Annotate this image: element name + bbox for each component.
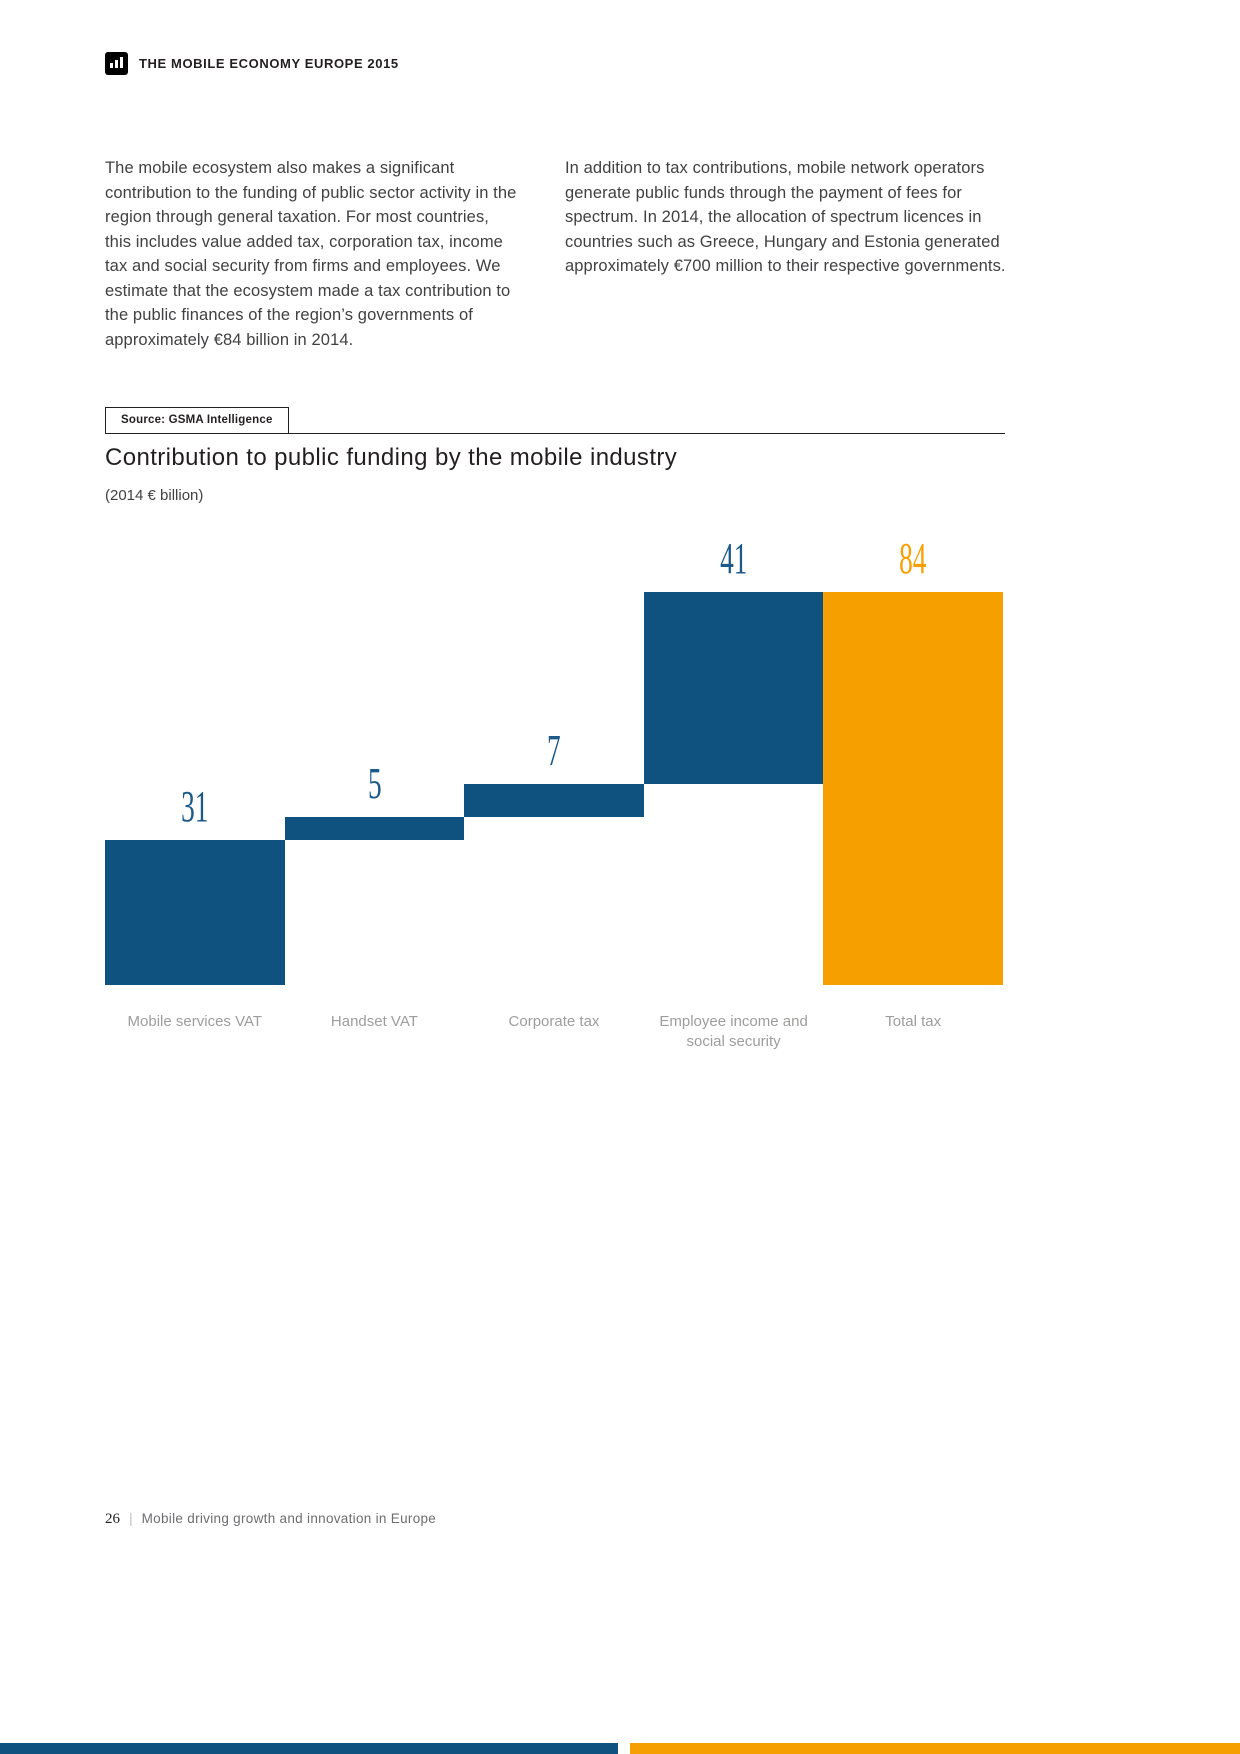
page-number: 26 xyxy=(105,1511,120,1527)
chart-slot-corporate-tax: 7 xyxy=(464,592,644,985)
intro-paragraph-left: The mobile ecosystem also makes a signif… xyxy=(105,159,517,349)
chart-category-labels: Mobile services VAT Handset VAT Corporate … xyxy=(105,1012,1003,1072)
value-label-employee-income-and-social-security: 41 xyxy=(719,534,748,583)
value-label-mobile-services-vat: 31 xyxy=(181,781,209,831)
waterfall-chart: 31 5 7 41 84 xyxy=(105,536,1003,985)
value-label-handset-vat: 5 xyxy=(367,758,382,808)
footer-strip-orange xyxy=(630,1743,1240,1754)
report-title: THE MOBILE ECONOMY EUROPE 2015 xyxy=(139,56,399,71)
logo-bar-icon xyxy=(110,63,113,68)
intro-paragraph-right: In addition to tax contributions, mobile… xyxy=(565,159,1006,275)
footer-strip-blue xyxy=(0,1743,618,1754)
chart-title: Contribution to public funding by the mo… xyxy=(105,444,678,471)
chart-subtitle: (2014 € billion) xyxy=(105,487,204,504)
logo-bar-icon xyxy=(120,57,123,68)
gsma-logo-icon xyxy=(105,52,128,75)
value-label-total-tax: 84 xyxy=(899,534,927,583)
chart-slot-total-tax: 84 xyxy=(823,536,1003,985)
chart-slot-mobile-services-vat: 31 xyxy=(105,592,285,985)
chart-slot-handset-vat: 5 xyxy=(284,592,465,985)
category-label-employee-income-and-social-security: Employee income and social security xyxy=(659,1013,808,1050)
chart-slot-employee-income-and-social-security: 41 xyxy=(643,536,824,985)
page-footer: 26 | Mobile driving growth and innovatio… xyxy=(105,1510,436,1528)
category-label-total-tax: Total tax xyxy=(885,1013,942,1030)
footer-separator: | xyxy=(129,1510,133,1526)
category-label-corporate-tax: Corporate tax xyxy=(508,1013,600,1030)
value-label-corporate-tax: 7 xyxy=(547,725,561,775)
source-rule: Source: GSMA Intelligence xyxy=(105,407,1005,434)
page-header: THE MOBILE ECONOMY EUROPE 2015 xyxy=(105,52,399,75)
bar-corporate-tax xyxy=(464,783,644,817)
footer-text: Mobile driving growth and innovation in … xyxy=(141,1511,437,1526)
bar-total-tax xyxy=(823,592,1003,985)
source-label: Source: GSMA Intelligence xyxy=(105,407,289,434)
bar-handset-vat xyxy=(284,816,465,840)
category-label-handset-vat: Handset VAT xyxy=(330,1013,418,1030)
category-label-mobile-services-vat: Mobile services VAT xyxy=(127,1013,263,1030)
logo-bar-icon xyxy=(115,60,118,68)
bar-mobile-services-vat xyxy=(105,839,285,985)
bar-employee-income-and-social-security xyxy=(643,592,824,784)
